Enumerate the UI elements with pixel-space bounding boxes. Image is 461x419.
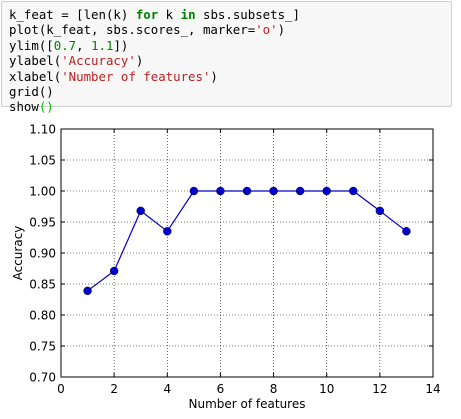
code-token: 'Accuracy': [61, 53, 136, 69]
data-point: [163, 227, 172, 236]
data-point: [216, 186, 225, 196]
code-token: 1.1: [91, 37, 114, 53]
code-line: ylabel('Accuracy'): [9, 53, 451, 68]
y-tick-label: 0.80: [29, 309, 56, 323]
y-tick-label: 1.10: [29, 123, 56, 137]
data-point: [322, 186, 331, 196]
code-token: ): [135, 53, 144, 69]
code-token: xlabel(: [9, 68, 62, 84]
data-point: [109, 266, 119, 276]
x-tick-label: 2: [110, 382, 118, 396]
series-line: [83, 186, 411, 296]
code-token: ): [277, 22, 286, 38]
code-token: ,: [76, 37, 92, 53]
y-tick-label: 0.95: [29, 216, 56, 230]
data-point: [295, 186, 305, 196]
x-tick-label: 6: [217, 382, 225, 396]
x-tick-label: 14: [425, 382, 440, 396]
y-tick-label: 1.05: [29, 154, 56, 168]
y-tick-label: 1.00: [29, 185, 56, 199]
data-point: [83, 286, 92, 296]
code-token: ylabel(: [9, 53, 62, 69]
code-token: ]): [113, 37, 129, 53]
data-point: [189, 186, 199, 196]
y-axis-label: Accuracy: [11, 226, 25, 281]
code-line: show(): [9, 99, 451, 114]
series-line-path: [87, 190, 407, 292]
data-point: [242, 186, 252, 196]
data-point: [269, 186, 278, 196]
code-line: plot(k_feat, sbs.scores_, marker='o'): [9, 22, 451, 37]
code-token: k_feat = [len(k): [9, 7, 136, 22]
code-token: 'o': [255, 22, 278, 38]
grid-lines: [61, 129, 433, 377]
code-token: sbs.subsets_]: [195, 7, 300, 22]
axis-ticks: 0 2 4 6 8 10 12 14 0.70 0.75 0.80 0.85 0.90 0.95 1.00 1…: [29, 123, 440, 397]
y-tick-label: 0.85: [29, 278, 56, 292]
code-token: plot(k_feat, sbs.scores_, marker=: [9, 22, 256, 38]
x-tick-label: 12: [372, 382, 387, 396]
x-tick-label: 10: [319, 382, 334, 396]
code-line: grid(): [9, 84, 451, 99]
code-cell[interactable]: k_feat = [len(k) for k in sbs.subsets_] p…: [1, 1, 452, 114]
y-tick-label: 0.75: [29, 340, 56, 354]
code-token: (): [38, 99, 54, 115]
data-point: [136, 206, 145, 216]
data-point: [349, 186, 358, 196]
code-token: for: [135, 7, 159, 22]
code-line: ylim([0.7, 1.1]): [9, 38, 451, 53]
x-axis-label: Number of features: [189, 397, 306, 411]
code-token: ): [210, 68, 218, 84]
code-token: show: [9, 99, 39, 115]
code-line: k_feat = [len(k) for k in sbs.subsets_]: [9, 7, 451, 22]
data-point: [402, 227, 411, 236]
y-tick-label: 0.90: [29, 247, 56, 261]
code-token: ylim([: [9, 37, 54, 53]
x-tick-label: 8: [270, 382, 278, 396]
x-tick-label: 0: [57, 382, 65, 396]
code-token: grid(): [9, 83, 54, 99]
y-tick-label: 0.70: [29, 371, 56, 385]
data-point: [375, 206, 385, 216]
code-token: 'Number of features': [61, 68, 211, 84]
x-tick-label: 4: [163, 382, 171, 396]
code-token: k: [158, 7, 181, 22]
code-token: in: [180, 7, 196, 22]
code-token: 0.7: [53, 37, 77, 53]
code-line: xlabel('Number of features'): [9, 69, 451, 84]
